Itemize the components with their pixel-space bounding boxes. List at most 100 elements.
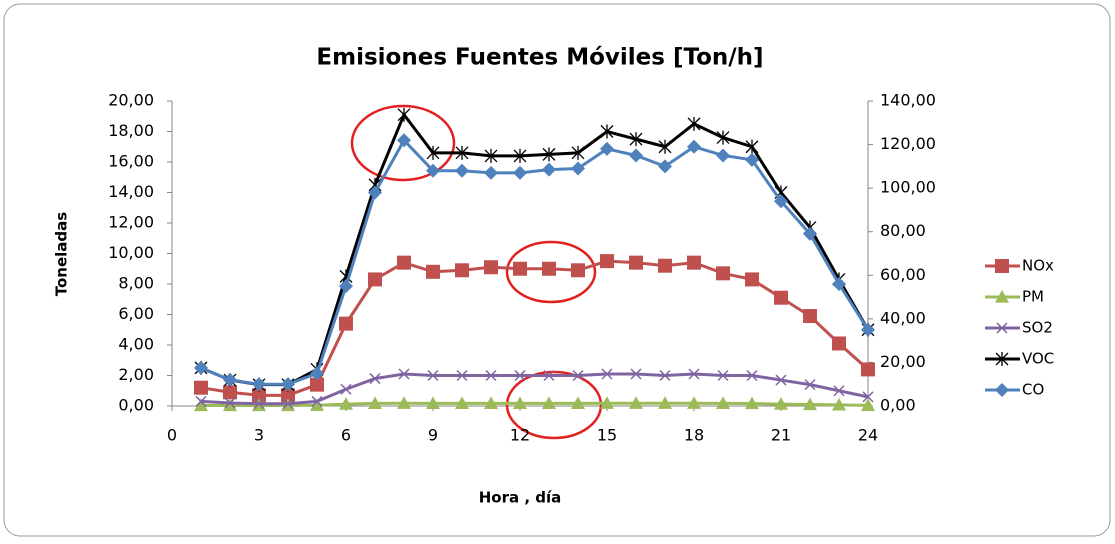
- marker: [195, 395, 207, 407]
- marker: [397, 107, 411, 122]
- marker: [687, 255, 701, 270]
- marker: [484, 165, 498, 180]
- y-tick-label: 0,00: [118, 396, 154, 415]
- marker: [832, 397, 846, 411]
- marker: [774, 194, 788, 209]
- marker: [368, 185, 382, 200]
- marker: [774, 397, 788, 410]
- marker: [194, 360, 208, 375]
- marker: [600, 254, 614, 269]
- marker: [368, 396, 382, 410]
- marker: [194, 380, 208, 395]
- marker: [339, 397, 353, 410]
- marker: [571, 161, 585, 176]
- marker: [252, 388, 266, 403]
- marker: [658, 258, 672, 273]
- marker: [716, 266, 730, 281]
- marker: [746, 369, 758, 382]
- marker: [456, 369, 468, 382]
- marker: [426, 396, 440, 410]
- marker: [369, 373, 381, 385]
- series-line: [200, 372, 869, 406]
- y-tick-label: 14,00: [108, 182, 154, 201]
- marker: [571, 263, 585, 278]
- marker: [397, 133, 411, 148]
- x-tick-label: 18: [684, 426, 704, 445]
- marker: [484, 260, 498, 275]
- y-tick-label: 6,00: [118, 304, 154, 323]
- highlight-circle: [505, 370, 603, 440]
- x-tick-label: 9: [428, 426, 438, 445]
- marker: [629, 255, 643, 270]
- marker: [339, 279, 353, 294]
- marker: [223, 372, 237, 387]
- marker: [687, 116, 701, 131]
- marker: [543, 369, 555, 382]
- highlight-circle: [505, 240, 597, 304]
- y2-tick-label: 60,00: [880, 265, 926, 284]
- marker: [862, 391, 874, 403]
- marker: [223, 398, 237, 412]
- marker: [832, 336, 846, 351]
- y2-tick-label: 0,00: [880, 396, 916, 415]
- marker: [281, 377, 295, 392]
- marker: [252, 377, 266, 392]
- y2-tick-label: 80,00: [880, 221, 926, 240]
- marker: [223, 385, 237, 400]
- marker: [600, 124, 614, 139]
- marker: [600, 396, 614, 409]
- marker: [455, 396, 469, 410]
- x-tick-label: 3: [254, 426, 264, 445]
- marker: [426, 145, 440, 160]
- marker: [601, 368, 613, 380]
- marker: [745, 139, 759, 154]
- marker: [194, 398, 208, 412]
- marker: [542, 147, 556, 162]
- marker: [716, 130, 730, 145]
- marker: [571, 145, 585, 160]
- marker: [368, 272, 382, 287]
- marker: [996, 322, 1008, 334]
- marker: [717, 369, 729, 382]
- marker: [832, 277, 846, 291]
- marker: [253, 398, 265, 410]
- marker: [995, 290, 1009, 303]
- y2-tick-label: 100,00: [880, 178, 936, 197]
- marker: [397, 396, 411, 409]
- marker: [629, 396, 643, 409]
- marker: [484, 148, 498, 163]
- marker: [310, 377, 324, 392]
- marker: [282, 398, 294, 410]
- marker: [833, 385, 845, 397]
- legend-label: NOx: [1022, 257, 1054, 275]
- legend-label: VOC: [1022, 350, 1054, 368]
- marker: [745, 272, 759, 287]
- marker: [995, 383, 1009, 397]
- marker: [485, 369, 497, 382]
- marker: [745, 396, 759, 410]
- marker: [803, 309, 817, 324]
- marker: [803, 226, 817, 241]
- marker: [426, 264, 440, 279]
- marker: [340, 383, 352, 395]
- chart-title: Emisiones Fuentes Móviles [Ton/h]: [316, 45, 763, 71]
- x-tick-label: 24: [858, 426, 878, 445]
- y-tick-label: 12,00: [108, 213, 154, 232]
- marker: [572, 369, 584, 382]
- marker: [224, 397, 236, 409]
- marker: [658, 396, 672, 409]
- marker: [861, 398, 875, 411]
- marker: [455, 145, 469, 160]
- marker: [995, 352, 1009, 366]
- marker: [630, 368, 642, 380]
- x-axis-title: Hora , día: [479, 489, 562, 507]
- marker: [484, 396, 498, 410]
- marker: [659, 369, 671, 382]
- y-tick-label: 10,00: [108, 243, 154, 262]
- marker: [716, 148, 730, 163]
- marker: [716, 396, 730, 410]
- y-tick-label: 2,00: [118, 365, 154, 384]
- y2-tick-label: 20,00: [880, 352, 926, 371]
- marker: [397, 255, 411, 270]
